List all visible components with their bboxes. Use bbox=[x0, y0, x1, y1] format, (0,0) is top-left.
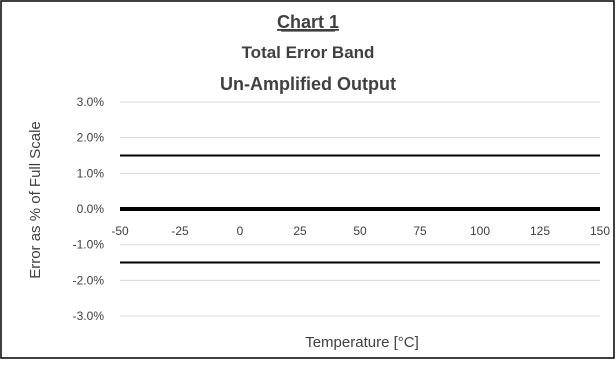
y-tick-label: 2.0% bbox=[77, 131, 105, 145]
x-tick-label: 150 bbox=[590, 224, 610, 238]
y-tick-labels: 3.0% 2.0% 1.0% 0.0% -1.0% -2.0% -3.0% bbox=[73, 95, 105, 323]
x-tick-label: 125 bbox=[530, 224, 550, 238]
x-tick-label: 50 bbox=[353, 224, 367, 238]
y-tick-label: -3.0% bbox=[73, 309, 105, 323]
x-axis-label: Temperature [°C] bbox=[305, 334, 419, 351]
chart-title-line-2: Total Error Band bbox=[242, 43, 375, 62]
y-tick-label: 1.0% bbox=[77, 166, 105, 180]
y-tick-label: -1.0% bbox=[73, 238, 105, 252]
x-tick-label: 75 bbox=[413, 224, 427, 238]
x-tick-label: -25 bbox=[171, 224, 189, 238]
y-axis-label: Error as % of Full Scale bbox=[27, 121, 44, 279]
x-tick-labels: -50 -25 0 25 50 75 100 125 150 bbox=[111, 224, 610, 238]
x-tick-label: 100 bbox=[470, 224, 490, 238]
x-tick-label: -50 bbox=[111, 224, 129, 238]
chart-title-line-1: Chart 1 bbox=[277, 12, 339, 32]
chart-title-line-3: Un-Amplified Output bbox=[220, 74, 396, 94]
series-lines bbox=[120, 154, 600, 264]
x-tick-label: 0 bbox=[237, 224, 244, 238]
y-tick-label: 3.0% bbox=[77, 95, 105, 109]
y-tick-label: -2.0% bbox=[73, 273, 105, 287]
x-tick-label: 25 bbox=[293, 224, 307, 238]
y-tick-label: 0.0% bbox=[77, 202, 105, 216]
